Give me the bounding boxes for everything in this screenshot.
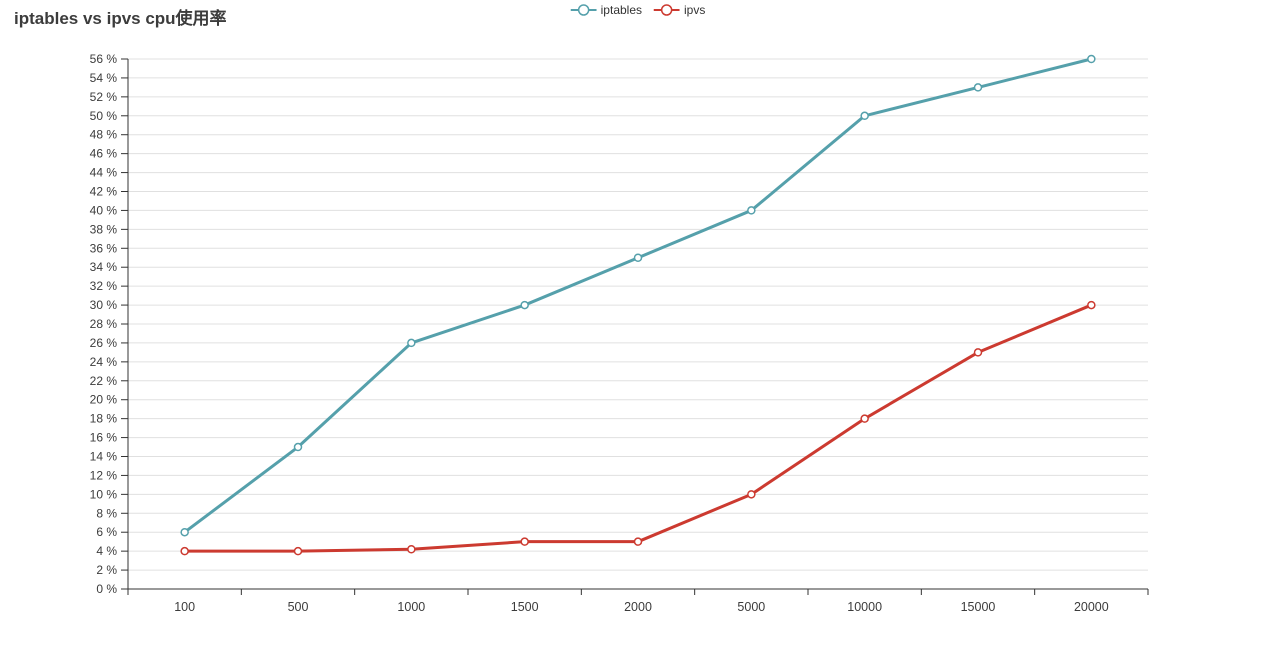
data-point-iptables-5000 bbox=[747, 206, 756, 215]
y-tick-label: 22 % bbox=[90, 374, 118, 388]
y-tick-label: 28 % bbox=[90, 317, 118, 331]
y-tick-label: 16 % bbox=[90, 431, 118, 445]
y-tick-label: 4 % bbox=[96, 544, 117, 558]
y-tick-label: 38 % bbox=[90, 222, 118, 236]
data-point-ipvs-10000 bbox=[860, 414, 869, 423]
y-tick-label: 14 % bbox=[90, 450, 118, 464]
y-tick-label: 30 % bbox=[90, 298, 118, 312]
x-tick-label: 500 bbox=[288, 600, 309, 614]
x-tick-label: 20000 bbox=[1074, 600, 1109, 614]
data-point-ipvs-15000 bbox=[973, 348, 983, 357]
y-tick-label: 6 % bbox=[96, 525, 117, 539]
y-tick-label: 32 % bbox=[90, 279, 118, 293]
data-point-ipvs-5000 bbox=[747, 490, 756, 499]
data-point-ipvs-1000 bbox=[407, 545, 416, 554]
y-tick-label: 0 % bbox=[96, 582, 117, 596]
y-tick-label: 36 % bbox=[90, 241, 118, 255]
legend-label: ipvs bbox=[684, 3, 706, 17]
data-point-iptables-1000 bbox=[407, 338, 416, 348]
series-line-iptables bbox=[183, 57, 1093, 534]
y-tick-label: 52 % bbox=[90, 90, 118, 104]
y-tick-label: 54 % bbox=[90, 71, 118, 85]
x-tick-label: 5000 bbox=[737, 600, 765, 614]
y-tick-label: 48 % bbox=[90, 128, 118, 142]
legend-item-iptables[interactable]: iptables bbox=[570, 3, 643, 17]
legend: iptables ipvs bbox=[570, 3, 705, 17]
y-tick-label: 20 % bbox=[90, 393, 118, 407]
x-tick-label: 1000 bbox=[397, 600, 425, 614]
y-tick-label: 50 % bbox=[90, 109, 118, 123]
data-point-ipvs-1500 bbox=[520, 537, 529, 546]
data-point-ipvs-2000 bbox=[633, 537, 643, 546]
y-tick-label: 46 % bbox=[90, 147, 118, 161]
data-point-iptables-10000 bbox=[860, 111, 869, 121]
y-tick-label: 2 % bbox=[96, 563, 117, 577]
y-tick-label: 10 % bbox=[90, 487, 118, 501]
y-tick-label: 40 % bbox=[90, 203, 118, 217]
data-point-iptables-500 bbox=[293, 442, 303, 452]
y-tick-label: 44 % bbox=[90, 166, 118, 180]
y-tick-label: 34 % bbox=[90, 260, 118, 274]
y-tick-label: 8 % bbox=[96, 506, 117, 520]
x-tick-label: 100 bbox=[174, 600, 195, 614]
y-tick-label: 24 % bbox=[90, 355, 118, 369]
x-tick-label: 15000 bbox=[961, 600, 996, 614]
y-tick-label: 26 % bbox=[90, 336, 118, 350]
legend-label: iptables bbox=[600, 3, 643, 17]
data-point-iptables-20000 bbox=[1087, 54, 1096, 64]
x-tick-label: 10000 bbox=[847, 600, 882, 614]
data-point-iptables-15000 bbox=[973, 83, 983, 92]
legend-marker-icon bbox=[654, 4, 681, 16]
data-point-iptables-1500 bbox=[520, 300, 529, 310]
y-tick-label: 18 % bbox=[90, 412, 118, 426]
x-tick-label: 1500 bbox=[511, 600, 539, 614]
chart-title: iptables vs ipvs cpu使用率 bbox=[14, 9, 227, 28]
data-point-iptables-100 bbox=[180, 527, 189, 537]
data-point-ipvs-100 bbox=[180, 546, 189, 556]
x-tick-label: 2000 bbox=[624, 600, 652, 614]
y-tick-label: 12 % bbox=[90, 468, 118, 482]
data-point-iptables-2000 bbox=[633, 253, 643, 262]
data-point-ipvs-20000 bbox=[1087, 300, 1096, 310]
data-point-ipvs-500 bbox=[293, 546, 303, 556]
y-tick-label: 42 % bbox=[90, 185, 118, 199]
y-tick-label: 56 % bbox=[90, 52, 118, 66]
legend-item-ipvs[interactable]: ipvs bbox=[654, 3, 705, 17]
legend-marker-icon bbox=[570, 4, 597, 16]
